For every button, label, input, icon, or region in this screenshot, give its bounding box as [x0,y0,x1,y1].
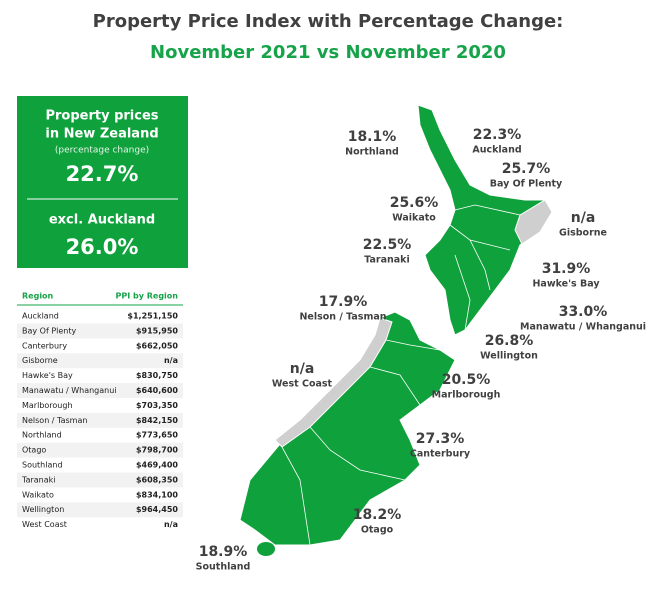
price-table: Region PPI by Region Auckland $1,251,150 Bay… [17,292,183,529]
region-change: 22.3% [473,127,522,143]
region-name: Waikato [392,213,436,224]
price-cell: n/a [164,356,178,365]
region-name: Nelson / Tasman [299,312,386,323]
region-change: 22.5% [363,237,412,253]
region-cell: Wellington [22,505,64,514]
region-change: 31.9% [542,261,591,277]
region-name: Taranaki [364,255,410,266]
title: Property Price Index with Percentage Cha… [93,11,564,32]
region-cell: West Coast [22,520,67,529]
price-cell: $798,700 [136,446,178,455]
price-cell: $469,400 [136,461,178,470]
region-cell: Waikato [22,490,54,499]
region-name: Gisborne [559,228,607,239]
price-cell: $830,750 [136,371,178,380]
region-change: 25.7% [502,161,551,177]
price-cell: $1,251,150 [127,312,178,321]
summary-line2: in New Zealand [45,127,158,142]
summary-line1: Property prices [45,109,158,124]
summary-note: (percentage change) [55,146,149,156]
region-name: Northland [345,147,399,158]
stewart-island [257,542,275,556]
row-band [17,353,183,369]
region-change: 20.5% [442,372,491,388]
region-cell: Manawatu / Whanganui [22,386,117,395]
north-island [417,104,551,336]
row-band [17,502,183,518]
summary-box [17,96,188,268]
region-name: Otago [361,525,394,536]
region-cell: Nelson / Tasman [22,416,87,425]
price-cell: $662,050 [136,341,178,350]
excl-label: excl. Auckland [49,213,155,228]
row-band [17,472,183,488]
region-cell: Northland [22,431,62,440]
region-name: Wellington [480,351,538,362]
price-cell: $608,350 [136,475,178,484]
summary-value: 22.7% [66,162,139,186]
price-cell: n/a [164,520,178,529]
region-change: 18.9% [199,544,248,560]
price-cell: $773,650 [136,431,178,440]
region-borders [449,204,521,331]
price-cell: $842,150 [136,416,178,425]
row-band [17,412,183,428]
region-name: Auckland [472,145,521,156]
region-name: Canterbury [410,449,471,460]
region-change: 18.1% [348,129,397,145]
region-change: 27.3% [416,431,465,447]
region-cell: Marlborough [22,401,73,410]
region-name: Manawatu / Whanganui [520,322,646,333]
region-name: Marlborough [432,390,501,401]
region-change: n/a [290,361,315,377]
region-cell: Bay Of Plenty [22,326,77,335]
region-change: 26.8% [485,333,534,349]
price-cell: $703,350 [136,401,178,410]
region-change: 17.9% [319,294,368,310]
region-cell: Otago [22,446,46,455]
subtitle: November 2021 vs November 2020 [150,42,506,63]
region-name: Southland [196,562,251,573]
column-header: PPI by Region [116,292,179,301]
price-cell: $640,600 [136,386,178,395]
region-cell: Taranaki [21,475,55,484]
region-cell: Hawke's Bay [22,371,73,380]
row-band [17,383,183,398]
row-band [17,323,183,339]
excl-value: 26.0% [66,235,139,259]
gisborne-region [514,199,553,245]
nz-map [239,104,553,556]
region-name: Hawke's Bay [532,279,600,290]
region-change: 18.2% [353,507,402,523]
region-name: Bay Of Plenty [490,179,563,190]
region-cell: Gisborne [22,356,58,365]
region-cell: Auckland [22,312,59,321]
region-borders [281,339,441,546]
price-cell: $834,100 [136,490,178,499]
region-cell: Canterbury [22,341,67,350]
region-change: 25.6% [390,195,439,211]
region-change: 33.0% [559,304,608,320]
column-header: Region [22,292,54,301]
price-cell: $964,450 [136,505,178,514]
region-name: West Coast [272,379,333,390]
region-labels: 18.1% Northland 22.3% Auckland 25.7% Bay Of P… [196,127,646,573]
price-cell: $915,950 [136,326,178,335]
row-band [17,442,183,458]
region-change: n/a [571,210,596,226]
region-cell: Southland [22,461,63,470]
